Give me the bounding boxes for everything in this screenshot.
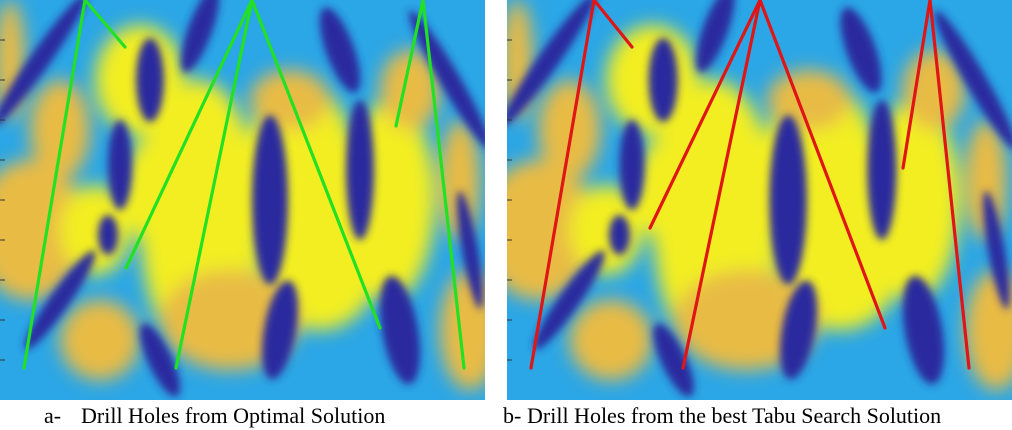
drill-hole-line: [758, 0, 887, 330]
axis-ticks: [0, 39, 5, 361]
drill-hole-line: [901, 0, 932, 170]
drill-hole-line: [394, 0, 425, 128]
drill-hole-line: [250, 0, 382, 330]
panel-b-tabu-search-solution: [507, 0, 1012, 400]
heatmap-plot-b: [507, 0, 1012, 400]
heatmap-plot-a: [0, 0, 485, 400]
drill-hole-line: [174, 0, 254, 370]
caption-b: b- Drill Holes from the best Tabu Search …: [503, 403, 941, 429]
drill-hole-line: [22, 0, 87, 370]
drill-hole-line: [681, 0, 762, 370]
drill-hole-line: [592, 0, 634, 49]
drill-hole-line: [421, 0, 466, 370]
caption-b-text: Drill Holes from the best Tabu Search So…: [527, 403, 942, 428]
drill-hole-line: [928, 0, 971, 370]
caption-a-prefix: a-: [44, 403, 62, 428]
drill-hole-line: [124, 0, 254, 270]
drill-hole-line: [529, 0, 596, 370]
drill-hole-lines: [22, 0, 466, 370]
panel-a-optimal-solution: [0, 0, 485, 400]
drill-hole-lines: [529, 0, 971, 370]
drill-hole-line: [83, 0, 127, 49]
heatmap-low-zones: [507, 0, 1012, 397]
drill-hole-line: [648, 0, 762, 230]
caption-a-text: Drill Holes from Optimal Solution: [81, 403, 386, 428]
caption-a: a- Drill Holes from Optimal Solution: [44, 403, 385, 429]
caption-b-prefix: b-: [503, 403, 522, 428]
axis-ticks: [507, 39, 512, 361]
